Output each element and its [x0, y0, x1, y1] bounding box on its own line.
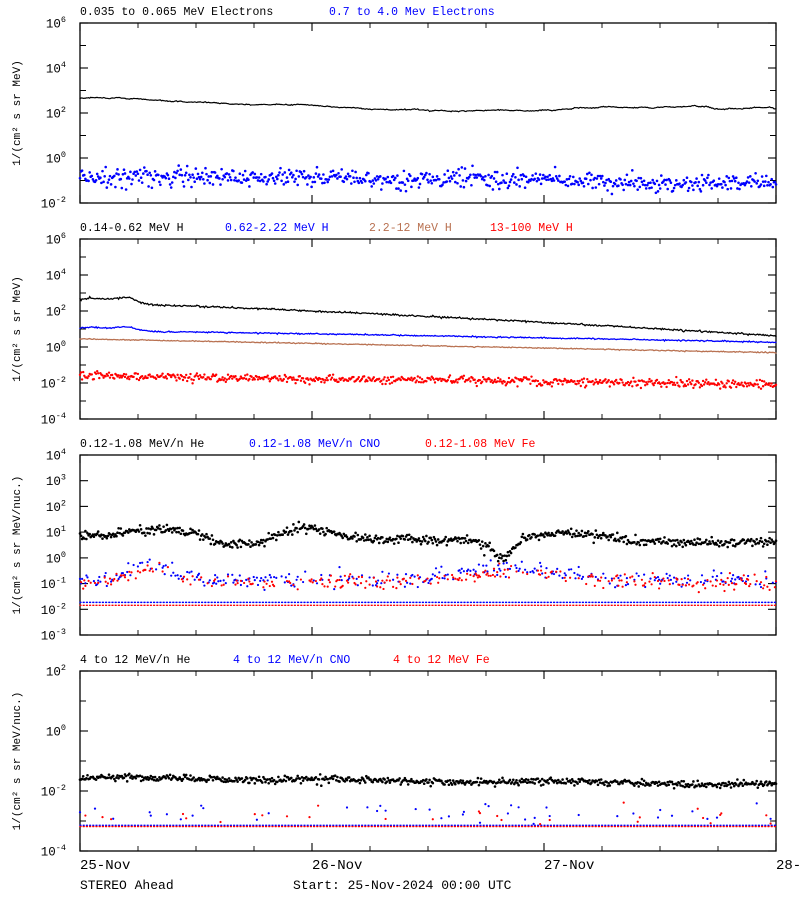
- svg-text:0.12-1.08 MeV/n CNO: 0.12-1.08 MeV/n CNO: [249, 438, 380, 451]
- svg-text:1/(cm² s sr MeV): 1/(cm² s sr MeV): [12, 60, 24, 166]
- svg-text:28-Nov: 28-Nov: [776, 858, 800, 874]
- svg-text:0.12-1.08 MeV Fe: 0.12-1.08 MeV Fe: [425, 438, 536, 451]
- svg-text:1/(cm² s sr MeV): 1/(cm² s sr MeV): [12, 276, 24, 382]
- svg-text:13-100 MeV H: 13-100 MeV H: [490, 222, 573, 235]
- svg-text:4 to 12 MeV/n He: 4 to 12 MeV/n He: [80, 654, 191, 667]
- svg-text:0.035 to 0.065 MeV Electrons: 0.035 to 0.065 MeV Electrons: [80, 6, 273, 19]
- svg-text:0.62-2.22 MeV H: 0.62-2.22 MeV H: [225, 222, 329, 235]
- svg-text:1/(cm² s sr MeV/nuc.): 1/(cm² s sr MeV/nuc.): [12, 476, 24, 615]
- svg-text:2.2-12 MeV H: 2.2-12 MeV H: [369, 222, 452, 235]
- svg-text:27-Nov: 27-Nov: [544, 858, 594, 874]
- svg-text:4 to 12 MeV/n CNO: 4 to 12 MeV/n CNO: [233, 654, 350, 667]
- svg-text:4 to 12 MeV Fe: 4 to 12 MeV Fe: [393, 654, 490, 667]
- svg-text:0.14-0.62 MeV H: 0.14-0.62 MeV H: [80, 222, 184, 235]
- svg-text:26-Nov: 26-Nov: [312, 858, 362, 874]
- svg-text:0.7 to 4.0 Mev Electrons: 0.7 to 4.0 Mev Electrons: [329, 6, 495, 19]
- svg-text:STEREO Ahead: STEREO Ahead: [80, 878, 174, 893]
- svg-text:0.12-1.08 MeV/n He: 0.12-1.08 MeV/n He: [80, 438, 204, 451]
- svg-text:25-Nov: 25-Nov: [80, 858, 130, 874]
- svg-text:Start: 25-Nov-2024 00:00 UTC: Start: 25-Nov-2024 00:00 UTC: [293, 878, 512, 893]
- svg-text:1/(cm² s sr MeV/nuc.): 1/(cm² s sr MeV/nuc.): [12, 692, 24, 831]
